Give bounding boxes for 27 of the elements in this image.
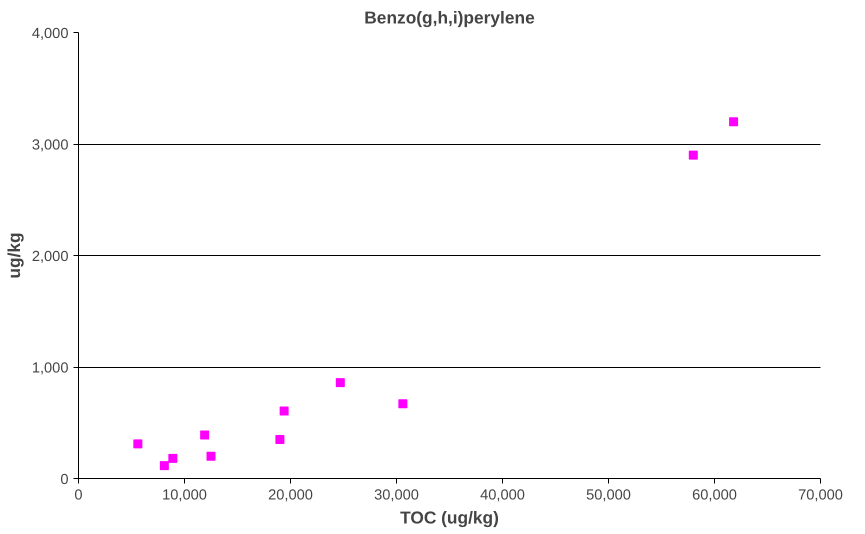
- point: [168, 454, 178, 463]
- y-axis-title: ug/kg: [4, 232, 24, 279]
- point: [206, 452, 216, 461]
- y-tick-label: 1,000: [32, 360, 69, 376]
- x-tick-label: 30,000: [374, 488, 419, 504]
- x-tick-label: 70,000: [798, 488, 843, 504]
- point: [275, 434, 284, 444]
- y-tick-label: 4,000: [32, 26, 69, 42]
- x-tick-label: 20,000: [268, 488, 313, 504]
- x-tick-label: 0: [74, 488, 83, 504]
- point: [398, 399, 408, 408]
- y-tick-label: 2,000: [32, 249, 69, 265]
- x-axis-title: TOC (ug/kg): [400, 508, 499, 528]
- point: [280, 406, 289, 416]
- point: [133, 439, 142, 448]
- x-tick-label: 60,000: [692, 488, 737, 504]
- x-tick-label: 40,000: [480, 488, 525, 504]
- y-tick-label: 3,000: [32, 138, 69, 154]
- chart-title: Benzo(g,h,i)perylene: [364, 8, 536, 28]
- point: [160, 461, 169, 470]
- point: [688, 150, 698, 160]
- x-tick-label: 10,000: [162, 488, 207, 504]
- point: [200, 430, 210, 440]
- y-tick-label: 0: [60, 472, 69, 488]
- point: [336, 378, 345, 388]
- point: [729, 117, 738, 126]
- x-tick-label: 50,000: [586, 488, 631, 504]
